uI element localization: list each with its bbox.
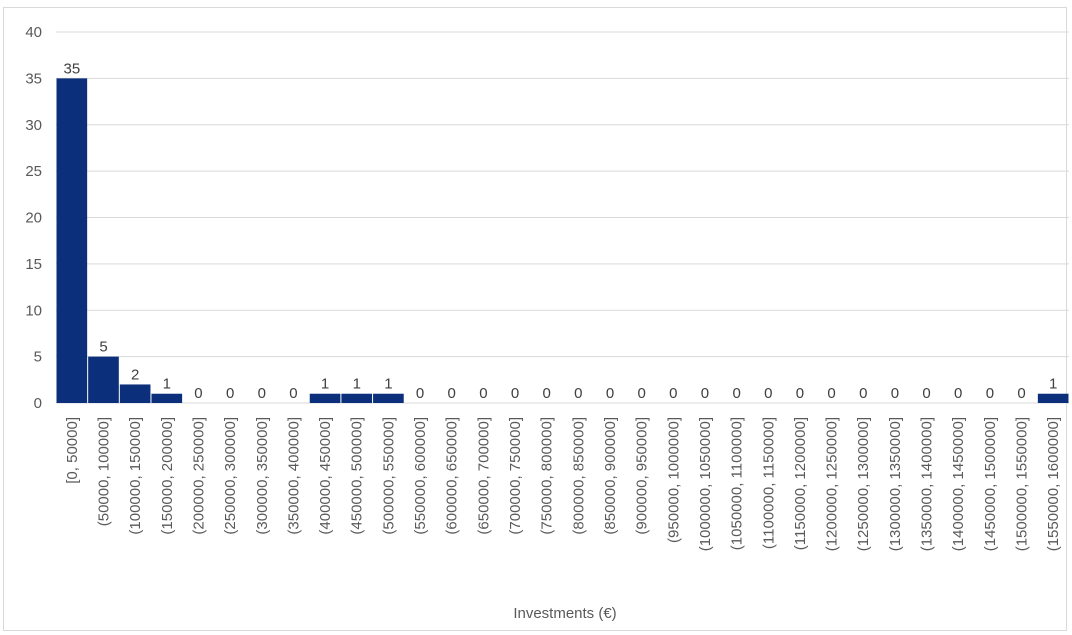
gridlines	[56, 32, 1069, 403]
x-tick-label: (1450000, 1500000]	[982, 417, 999, 551]
data-label: 0	[606, 385, 614, 402]
y-tick-label: 30	[25, 117, 42, 134]
data-label: 0	[543, 385, 551, 402]
x-tick-label: (100000, 150000]	[127, 417, 144, 535]
bar	[341, 394, 372, 403]
bars	[57, 78, 1069, 403]
data-label: 2	[131, 366, 139, 383]
data-label: 0	[1017, 385, 1025, 402]
y-tick-label: 20	[25, 210, 42, 227]
bar	[151, 394, 182, 403]
x-axis-title: Investments (€)	[513, 605, 616, 622]
x-tick-label: (1500000, 1550000]	[1014, 417, 1031, 551]
data-label: 35	[63, 60, 80, 77]
x-tick-label: (750000, 800000]	[539, 417, 556, 535]
data-label: 0	[637, 385, 645, 402]
y-tick-label: 35	[25, 70, 42, 87]
x-tick-label: (300000, 350000]	[254, 417, 271, 535]
data-label: 0	[511, 385, 519, 402]
y-tick-label: 10	[25, 302, 42, 319]
x-tick-label: (1400000, 1450000]	[950, 417, 967, 551]
data-label: 1	[321, 376, 329, 393]
data-labels: 35 5 2 1 0 0 0 0 1 1 1 0 0 0 0 0 0 0 0 0 0 0 0 0 0 0 0 0 0 0 0 1	[63, 60, 1057, 402]
data-label: 0	[448, 385, 456, 402]
data-label: 0	[574, 385, 582, 402]
data-label: 0	[732, 385, 740, 402]
x-tick-label: (50000, 100000]	[95, 417, 112, 526]
x-tick-label: (350000, 400000]	[285, 417, 302, 535]
x-tick-label: (1050000, 1100000]	[729, 417, 746, 550]
x-tick-label: (800000, 850000]	[570, 417, 587, 535]
data-label: 0	[226, 385, 234, 402]
data-label: 0	[796, 385, 804, 402]
bar	[310, 394, 341, 403]
data-label: 0	[986, 385, 994, 402]
bar	[88, 357, 119, 403]
data-label: 0	[194, 385, 202, 402]
y-tick-label: 15	[25, 256, 42, 273]
x-tick-label: (1300000, 1350000]	[887, 417, 904, 551]
data-label: 0	[764, 385, 772, 402]
x-tick-label: (1200000, 1250000]	[824, 417, 841, 551]
x-tick-label: (150000, 200000]	[159, 417, 176, 535]
data-label: 1	[384, 376, 392, 393]
x-tick-label: (850000, 900000]	[602, 417, 619, 535]
x-tick-label: (1100000, 1150000]	[760, 417, 777, 549]
x-tick-label: (700000, 750000]	[507, 417, 524, 535]
x-tick-label: (650000, 700000]	[475, 417, 492, 535]
x-tick-label: (1350000, 1400000]	[919, 417, 936, 551]
x-tick-label: (1550000, 1600000]	[1045, 417, 1062, 551]
x-tick-label: (950000, 1000000]	[665, 417, 682, 543]
data-label: 0	[669, 385, 677, 402]
x-tick-label: (550000, 600000]	[412, 417, 429, 535]
x-tick-label: (900000, 950000]	[634, 417, 651, 535]
data-label: 0	[891, 385, 899, 402]
y-tick-label: 0	[34, 395, 42, 412]
data-label: 0	[922, 385, 930, 402]
data-label: 0	[954, 385, 962, 402]
x-tick-label: (200000, 250000]	[190, 417, 207, 535]
data-label: 0	[416, 385, 424, 402]
x-tick-label: (1000000, 1050000]	[697, 417, 714, 551]
y-tick-label: 40	[25, 24, 42, 41]
x-tick-label: [0, 50000]	[64, 417, 81, 484]
y-axis-ticks: 0 5 10 15 20 25 30 35 40	[25, 24, 42, 412]
data-label: 0	[289, 385, 297, 402]
x-tick-label: (250000, 300000]	[222, 417, 239, 535]
data-label: 5	[99, 339, 107, 356]
data-label: 0	[859, 385, 867, 402]
data-label: 1	[163, 376, 171, 393]
x-tick-label: (600000, 650000]	[444, 417, 461, 535]
y-tick-label: 5	[34, 349, 42, 366]
y-tick-label: 25	[25, 163, 42, 180]
bar	[373, 394, 404, 403]
data-label: 0	[258, 385, 266, 402]
bar	[1038, 394, 1069, 403]
data-label: 1	[1049, 376, 1057, 393]
x-tick-label: (400000, 450000]	[317, 417, 334, 535]
data-label: 0	[701, 385, 709, 402]
x-tick-label: (1250000, 1300000]	[855, 417, 872, 551]
bar	[57, 78, 88, 403]
x-tick-label: (1150000, 1200000]	[792, 417, 809, 550]
data-label: 0	[827, 385, 835, 402]
bar	[120, 384, 151, 403]
x-tick-label: (450000, 500000]	[349, 417, 366, 535]
x-axis-ticks: [0, 50000] (50000, 100000] (100000, 150000…	[64, 417, 1062, 551]
data-label: 0	[479, 385, 487, 402]
x-tick-label: (500000, 550000]	[380, 417, 397, 535]
data-label: 1	[353, 376, 361, 393]
